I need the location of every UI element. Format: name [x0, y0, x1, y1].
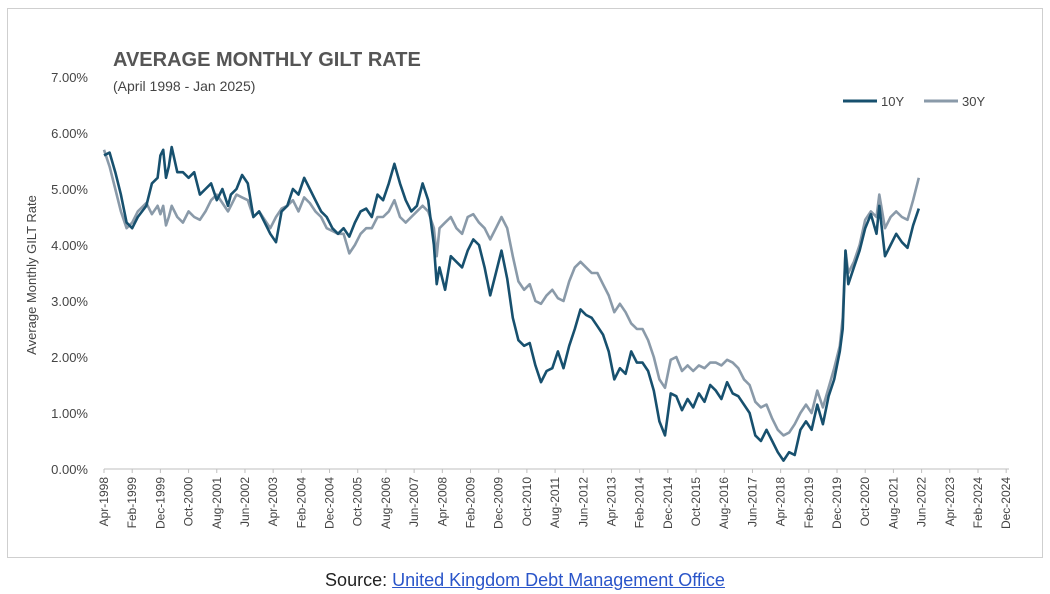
- x-tick-label: Jun-2017: [745, 477, 759, 527]
- y-tick-label: 4.00%: [51, 238, 88, 253]
- y-tick-label: 5.00%: [51, 182, 88, 197]
- chart-title: AVERAGE MONTHLY GILT RATE: [113, 49, 421, 71]
- legend-label-30y: 30Y: [962, 94, 985, 109]
- x-tick-label: Apr-1998: [97, 477, 111, 527]
- series-line-10y: [103, 145, 921, 462]
- x-tick-label: Apr-2003: [266, 477, 280, 527]
- x-tick-label: Aug-2016: [717, 477, 731, 529]
- x-tick-label: Aug-2001: [210, 477, 224, 529]
- y-tick-label: 0.00%: [51, 462, 88, 477]
- x-tick-label: Dec-2014: [661, 477, 675, 529]
- x-tick-label: Oct-2020: [858, 477, 872, 527]
- y-tick-label: 3.00%: [51, 294, 88, 309]
- x-tick-label: Apr-2013: [604, 477, 618, 527]
- x-tick-label: Oct-2010: [520, 477, 534, 527]
- x-tick-label: Feb-2014: [633, 477, 647, 529]
- x-tick-label: Jun-2012: [576, 477, 590, 527]
- x-tick-label: Feb-1999: [125, 477, 139, 529]
- x-tick-label: Feb-2004: [294, 477, 308, 529]
- source-link[interactable]: United Kingdom Debt Management Office: [392, 570, 725, 590]
- x-tick-label: Oct-2005: [351, 477, 365, 527]
- chart-canvas: AVERAGE MONTHLY GILT RATE (April 1998 - …: [24, 49, 1013, 529]
- x-tick-label: Aug-2011: [548, 477, 562, 528]
- x-tick-label: Dec-2009: [492, 477, 506, 529]
- series-line-30y: [102, 149, 921, 437]
- x-tick-label: Apr-2018: [774, 477, 788, 527]
- x-tick-label: Aug-2021: [886, 477, 900, 529]
- y-axis-label: Average Monthly GILT Rate: [24, 195, 39, 355]
- x-tick-label: Aug-2006: [379, 477, 393, 529]
- legend: 10Y 30Y: [843, 94, 985, 109]
- x-axis: Apr-1998 Feb-1999 Dec-1999 Oct-2000 Aug-2001…: [97, 469, 1013, 529]
- x-tick-label: Jun-2007: [407, 477, 421, 527]
- series-lines: [102, 145, 921, 462]
- y-tick-label: 7.00%: [51, 70, 88, 85]
- x-tick-label: Feb-2009: [464, 477, 478, 529]
- x-tick-label: Dec-2019: [830, 477, 844, 529]
- y-axis: 0.00% 1.00% 2.00% 3.00% 4.00% 5.00% 6.00% 7.00%: [51, 70, 88, 477]
- x-tick-label: Apr-2008: [435, 477, 449, 527]
- legend-label-10y: 10Y: [881, 94, 904, 109]
- y-tick-label: 6.00%: [51, 126, 88, 141]
- x-tick-label: Dec-2004: [323, 477, 337, 529]
- x-tick-label: Jun-2002: [238, 477, 252, 527]
- x-tick-label: Feb-2024: [971, 477, 985, 529]
- x-tick-label: Apr-2023: [943, 477, 957, 527]
- y-tick-label: 2.00%: [51, 350, 88, 365]
- x-tick-label: Dec-2024: [999, 477, 1013, 529]
- chart-subtitle: (April 1998 - Jan 2025): [113, 78, 255, 94]
- x-tick-label: Feb-2019: [802, 477, 816, 529]
- source-line: Source: United Kingdom Debt Management O…: [0, 570, 1050, 591]
- y-tick-label: 1.00%: [51, 406, 88, 421]
- x-tick-label: Dec-1999: [153, 477, 167, 529]
- x-tick-label: Oct-2015: [689, 477, 703, 527]
- source-prefix: Source:: [325, 570, 393, 590]
- x-tick-label: Jun-2022: [915, 477, 929, 527]
- x-tick-label: Oct-2000: [182, 477, 196, 527]
